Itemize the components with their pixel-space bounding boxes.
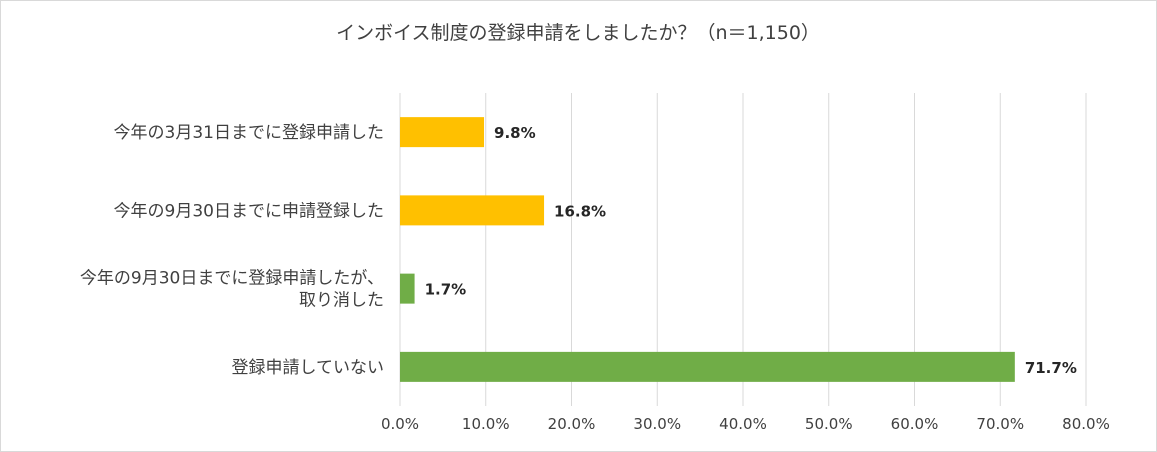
gridlines [399,93,1087,406]
data-label: 16.8% [554,202,606,220]
x-axis-tick-labels: 0.0% 10.0% 20.0% 30.0% 40.0% 50.0% 60.0% 70.0% 8… [381,415,1110,433]
category-label: 今年の3月31日までに登録申請した [114,123,384,143]
x-tick-label: 10.0% [462,415,510,433]
x-tick-label: 60.0% [891,415,939,433]
x-tick-label: 40.0% [719,415,767,433]
data-labels: 9.8% 16.8% 1.7% 71.7% [425,124,1077,377]
bar [400,195,545,226]
category-label: 今年の9月30日までに申請登録した [114,201,384,221]
x-tick-label: 20.0% [548,415,596,433]
bar [400,351,1015,382]
x-tick-label: 70.0% [976,415,1024,433]
category-label: 取り消した [299,291,384,311]
data-label: 71.7% [1025,359,1077,377]
x-tick-label: 0.0% [381,415,419,433]
data-label: 1.7% [425,281,467,299]
x-tick-label: 30.0% [633,415,681,433]
bar [400,273,415,304]
x-tick-label: 80.0% [1062,415,1110,433]
chart-title: インボイス制度の登録申請をしましたか？（n＝1,150） [336,22,820,44]
bars [400,117,1015,382]
x-tick-label: 50.0% [805,415,853,433]
category-label: 今年の9月30日までに登録申請したが、 [80,269,384,289]
data-label: 9.8% [494,124,536,142]
category-label: 登録申請していない [232,358,385,378]
category-labels: 今年の3月31日までに登録申請した今年の9月30日までに申請登録した今年の9月3… [80,123,384,378]
bar [400,117,485,148]
